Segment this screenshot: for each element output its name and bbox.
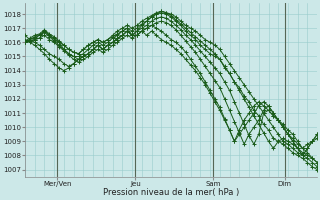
X-axis label: Pression niveau de la mer( hPa ): Pression niveau de la mer( hPa )	[103, 188, 239, 197]
